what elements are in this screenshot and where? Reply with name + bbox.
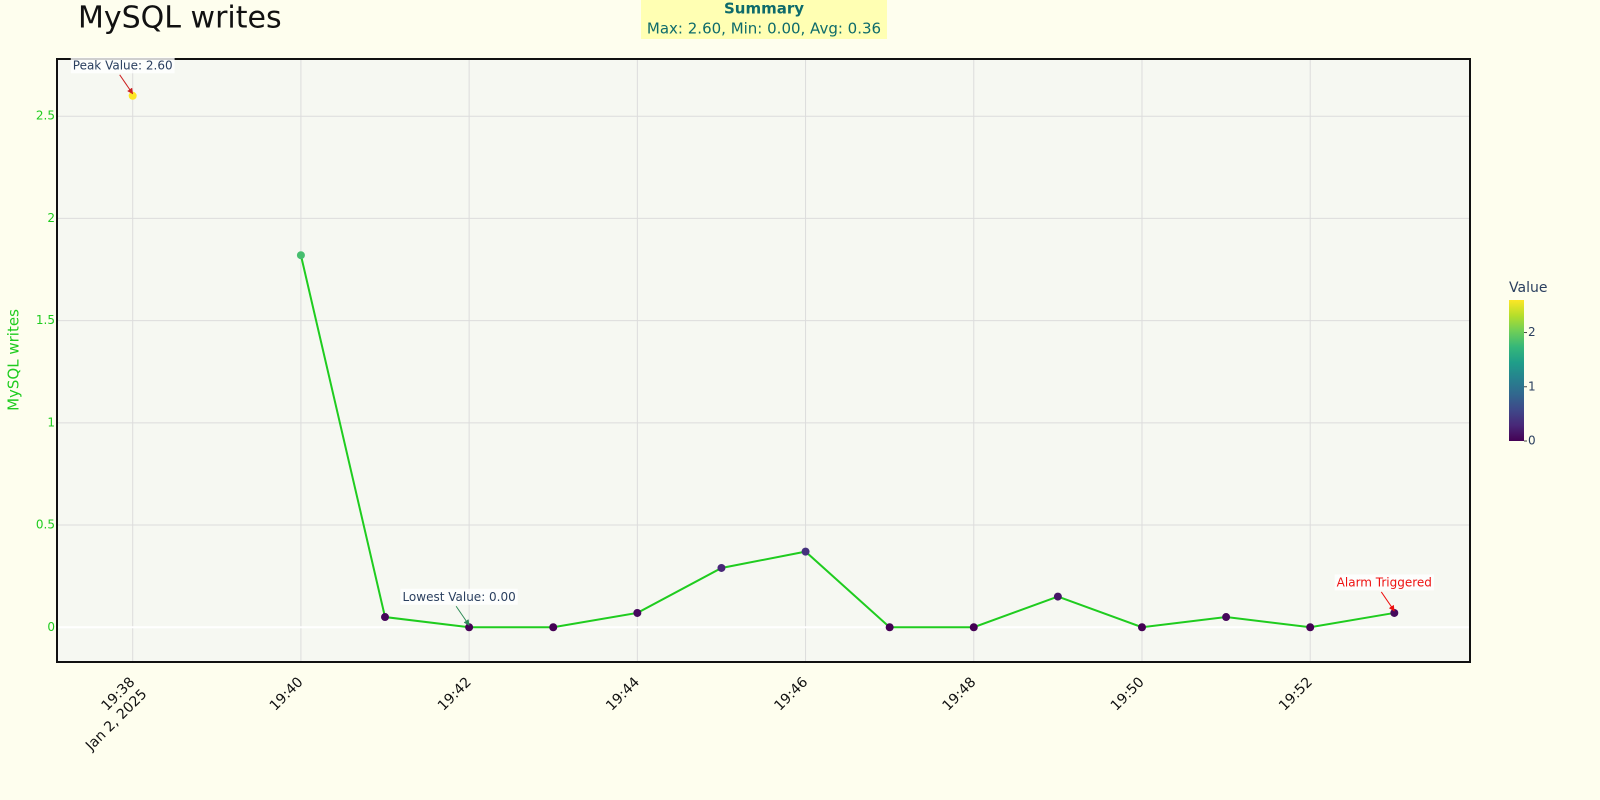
y-tick-label: 0 bbox=[47, 620, 55, 634]
point bbox=[381, 613, 390, 622]
point bbox=[1222, 613, 1231, 622]
annotation-bg bbox=[1334, 574, 1434, 591]
x-tick-label: 19:44 bbox=[603, 674, 643, 714]
annotation-arrow bbox=[1380, 591, 1395, 612]
annotation: Alarm Triggered bbox=[1337, 575, 1432, 589]
x-tick: 19:52 bbox=[1276, 674, 1316, 714]
y-tick-label: 2 bbox=[47, 211, 55, 225]
y-axis-title: MySQL writes bbox=[5, 309, 23, 411]
x-tick-label: 19:46 bbox=[771, 674, 811, 714]
x-tick-label: 19:52 bbox=[1276, 674, 1316, 714]
summary-text: Max: 2.60, Min: 0.00, Avg: 0.36 bbox=[647, 20, 881, 38]
y-tick-label: 0.5 bbox=[36, 518, 55, 532]
x-tick-label: 19:40 bbox=[267, 674, 307, 714]
point bbox=[717, 563, 726, 572]
point bbox=[885, 623, 894, 632]
x-tick: 19:50 bbox=[1108, 674, 1148, 714]
plot-border bbox=[56, 58, 1471, 663]
colorbar-tick-label: 1 bbox=[1528, 379, 1536, 393]
x-tick: 19:42 bbox=[435, 674, 475, 714]
y-tick-label: 1.5 bbox=[36, 313, 55, 327]
annotation-arrow bbox=[119, 74, 134, 95]
colorbar-tick-label: 2 bbox=[1528, 325, 1536, 339]
x-tick: 19:48 bbox=[940, 674, 980, 714]
x-tick: 19:46 bbox=[771, 674, 811, 714]
annotation-bg bbox=[70, 57, 175, 74]
x-tick: 19:40 bbox=[267, 674, 307, 714]
point bbox=[801, 547, 810, 556]
plot-area bbox=[57, 59, 1470, 662]
annotation: Lowest Value: 0.00 bbox=[402, 590, 515, 604]
chart-title: MySQL writes bbox=[78, 1, 282, 36]
point bbox=[969, 623, 978, 632]
point bbox=[296, 251, 305, 260]
point bbox=[1053, 592, 1062, 601]
annotation: Peak Value: 2.60 bbox=[73, 58, 173, 72]
colorbar bbox=[1509, 300, 1524, 441]
x-tick-label: 19:50 bbox=[1108, 674, 1148, 714]
colorbar-tick-label: 0 bbox=[1528, 434, 1536, 448]
summary-box bbox=[641, 0, 887, 39]
y-tick-label: 2.5 bbox=[36, 109, 55, 123]
annotation-arrow bbox=[455, 605, 470, 626]
y-tick-label: 1 bbox=[47, 415, 55, 429]
point bbox=[1137, 623, 1146, 632]
x-tick: 19:44 bbox=[603, 674, 643, 714]
colorbar-title: Value bbox=[1509, 280, 1547, 296]
point bbox=[549, 623, 558, 632]
point bbox=[633, 608, 642, 617]
point bbox=[1306, 623, 1315, 632]
annotation-bg bbox=[400, 588, 518, 605]
series-line bbox=[299, 255, 1395, 629]
summary-title: Summary bbox=[724, 0, 804, 18]
x-tick-label: 19:42 bbox=[435, 674, 475, 714]
x-tick-label: 19:48 bbox=[940, 674, 980, 714]
